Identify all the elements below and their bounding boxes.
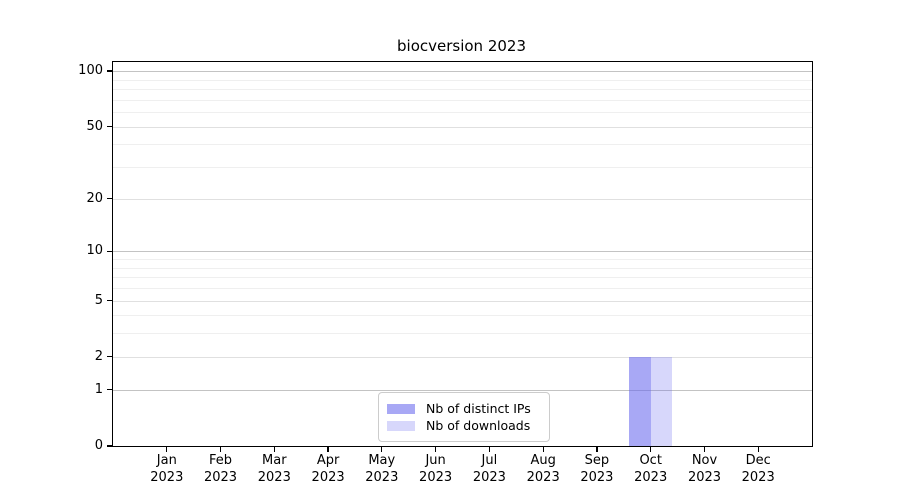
y-axis-tick-label: 50 bbox=[86, 118, 103, 134]
major-gridline bbox=[113, 198, 812, 200]
year-label: 2023 bbox=[580, 470, 614, 485]
minor-gridline bbox=[113, 287, 812, 289]
major-gridline bbox=[113, 126, 812, 128]
month-label: Feb bbox=[208, 453, 233, 468]
year-label: 2023 bbox=[634, 470, 668, 485]
major-gridline bbox=[113, 356, 812, 358]
x-axis-tick-label: Aug 2023 bbox=[515, 452, 571, 486]
y-axis-tick-label: 5 bbox=[94, 292, 103, 308]
minor-gridline bbox=[113, 79, 812, 81]
bar-downloads bbox=[650, 356, 673, 446]
y-axis-tick bbox=[106, 389, 112, 391]
month-label: Oct bbox=[639, 453, 662, 468]
minor-gridline bbox=[113, 315, 812, 317]
month-label: Aug bbox=[530, 453, 556, 468]
x-axis-tick bbox=[219, 447, 222, 453]
minor-gridline bbox=[113, 167, 812, 169]
bar-distinct-ips bbox=[629, 356, 651, 446]
year-label: 2023 bbox=[257, 470, 291, 485]
major-gridline bbox=[113, 251, 812, 253]
y-axis-tick bbox=[106, 125, 112, 128]
x-axis-tick bbox=[327, 447, 329, 453]
month-label: Apr bbox=[316, 453, 340, 468]
legend-row: Nb of downloads bbox=[387, 418, 541, 433]
legend: Nb of distinct IPs Nb of downloads bbox=[378, 392, 550, 442]
x-axis-tick bbox=[166, 447, 168, 453]
year-label: 2023 bbox=[203, 470, 238, 485]
x-axis-tick bbox=[542, 447, 544, 453]
minor-gridline bbox=[113, 112, 812, 114]
plot-area: 0 1 2 5 10 20 50 100 Jan 2023 Feb 2023 Mar 2023 Apr 202… bbox=[78, 61, 813, 485]
x-axis-tick-label: Sep 2023 bbox=[569, 452, 625, 486]
year-label: 2023 bbox=[526, 470, 560, 485]
month-label: Jul bbox=[481, 453, 498, 468]
minor-gridline bbox=[113, 259, 812, 260]
x-axis-tick-label: Feb 2023 bbox=[193, 452, 249, 486]
x-axis-tick-label: Oct 2023 bbox=[623, 452, 679, 486]
legend-row: Nb of distinct IPs bbox=[387, 401, 541, 416]
month-label: Dec bbox=[745, 453, 771, 468]
x-axis-tick-label: Dec 2023 bbox=[730, 452, 786, 486]
y-axis-tick-label: 1 bbox=[94, 381, 103, 397]
y-axis-tick bbox=[106, 70, 112, 72]
year-label: 2023 bbox=[419, 470, 453, 485]
year-label: 2023 bbox=[365, 470, 399, 485]
year-label: 2023 bbox=[311, 470, 345, 485]
year-label: 2023 bbox=[741, 470, 775, 485]
major-gridline bbox=[113, 300, 812, 302]
month-label: Mar bbox=[262, 453, 287, 468]
month-label: Nov bbox=[691, 453, 718, 468]
y-axis-tick-label: 2 bbox=[94, 348, 103, 364]
legend-swatch bbox=[387, 420, 415, 431]
y-axis-tick bbox=[106, 356, 112, 358]
year-label: 2023 bbox=[687, 470, 722, 485]
minor-gridline bbox=[113, 267, 812, 269]
x-axis-tick-label: Jan 2023 bbox=[139, 452, 195, 486]
minor-gridline bbox=[113, 277, 812, 279]
x-axis-tick-label: May 2023 bbox=[354, 452, 410, 486]
x-axis-tick-label: Mar 2023 bbox=[246, 452, 302, 486]
y-axis-tick bbox=[106, 250, 112, 252]
month-label: May bbox=[368, 453, 396, 468]
major-gridline bbox=[113, 71, 812, 73]
x-axis-tick-label: Apr 2023 bbox=[300, 452, 356, 486]
y-axis-tick bbox=[106, 445, 112, 447]
y-axis-tick-label: 10 bbox=[86, 243, 103, 259]
x-axis-tick-label: Nov 2023 bbox=[677, 452, 733, 486]
x-axis-tick bbox=[703, 447, 706, 453]
minor-gridline bbox=[113, 144, 812, 146]
y-axis-tick-label: 20 bbox=[86, 190, 103, 206]
legend-label: Nb of downloads bbox=[426, 418, 531, 433]
x-axis-tick bbox=[273, 447, 275, 453]
month-label: Jun bbox=[425, 453, 446, 468]
major-gridline bbox=[113, 389, 812, 391]
chart-title: biocversion 2023 bbox=[397, 37, 526, 55]
y-axis-tick bbox=[106, 198, 112, 200]
y-axis-tick-label: 0 bbox=[94, 438, 103, 453]
x-axis-tick bbox=[381, 447, 383, 453]
y-axis-tick bbox=[106, 299, 112, 302]
x-axis-tick bbox=[757, 447, 759, 453]
x-axis-tick bbox=[650, 447, 652, 453]
x-axis-tick bbox=[596, 447, 598, 453]
y-axis-tick-label: 100 bbox=[78, 63, 103, 79]
month-label: Jan bbox=[156, 453, 177, 468]
month-label: Sep bbox=[584, 453, 610, 468]
year-label: 2023 bbox=[150, 470, 184, 485]
minor-gridline bbox=[113, 99, 812, 101]
x-axis-tick-label: Jun 2023 bbox=[408, 452, 464, 486]
year-label: 2023 bbox=[472, 470, 506, 485]
legend-swatch bbox=[387, 403, 415, 414]
x-axis-tick bbox=[434, 447, 437, 453]
x-axis-tick bbox=[488, 447, 491, 453]
x-axis-tick-label: Jul 2023 bbox=[461, 452, 517, 486]
minor-gridline bbox=[113, 89, 812, 90]
minor-gridline bbox=[113, 333, 812, 335]
legend-label: Nb of distinct IPs bbox=[426, 401, 531, 416]
